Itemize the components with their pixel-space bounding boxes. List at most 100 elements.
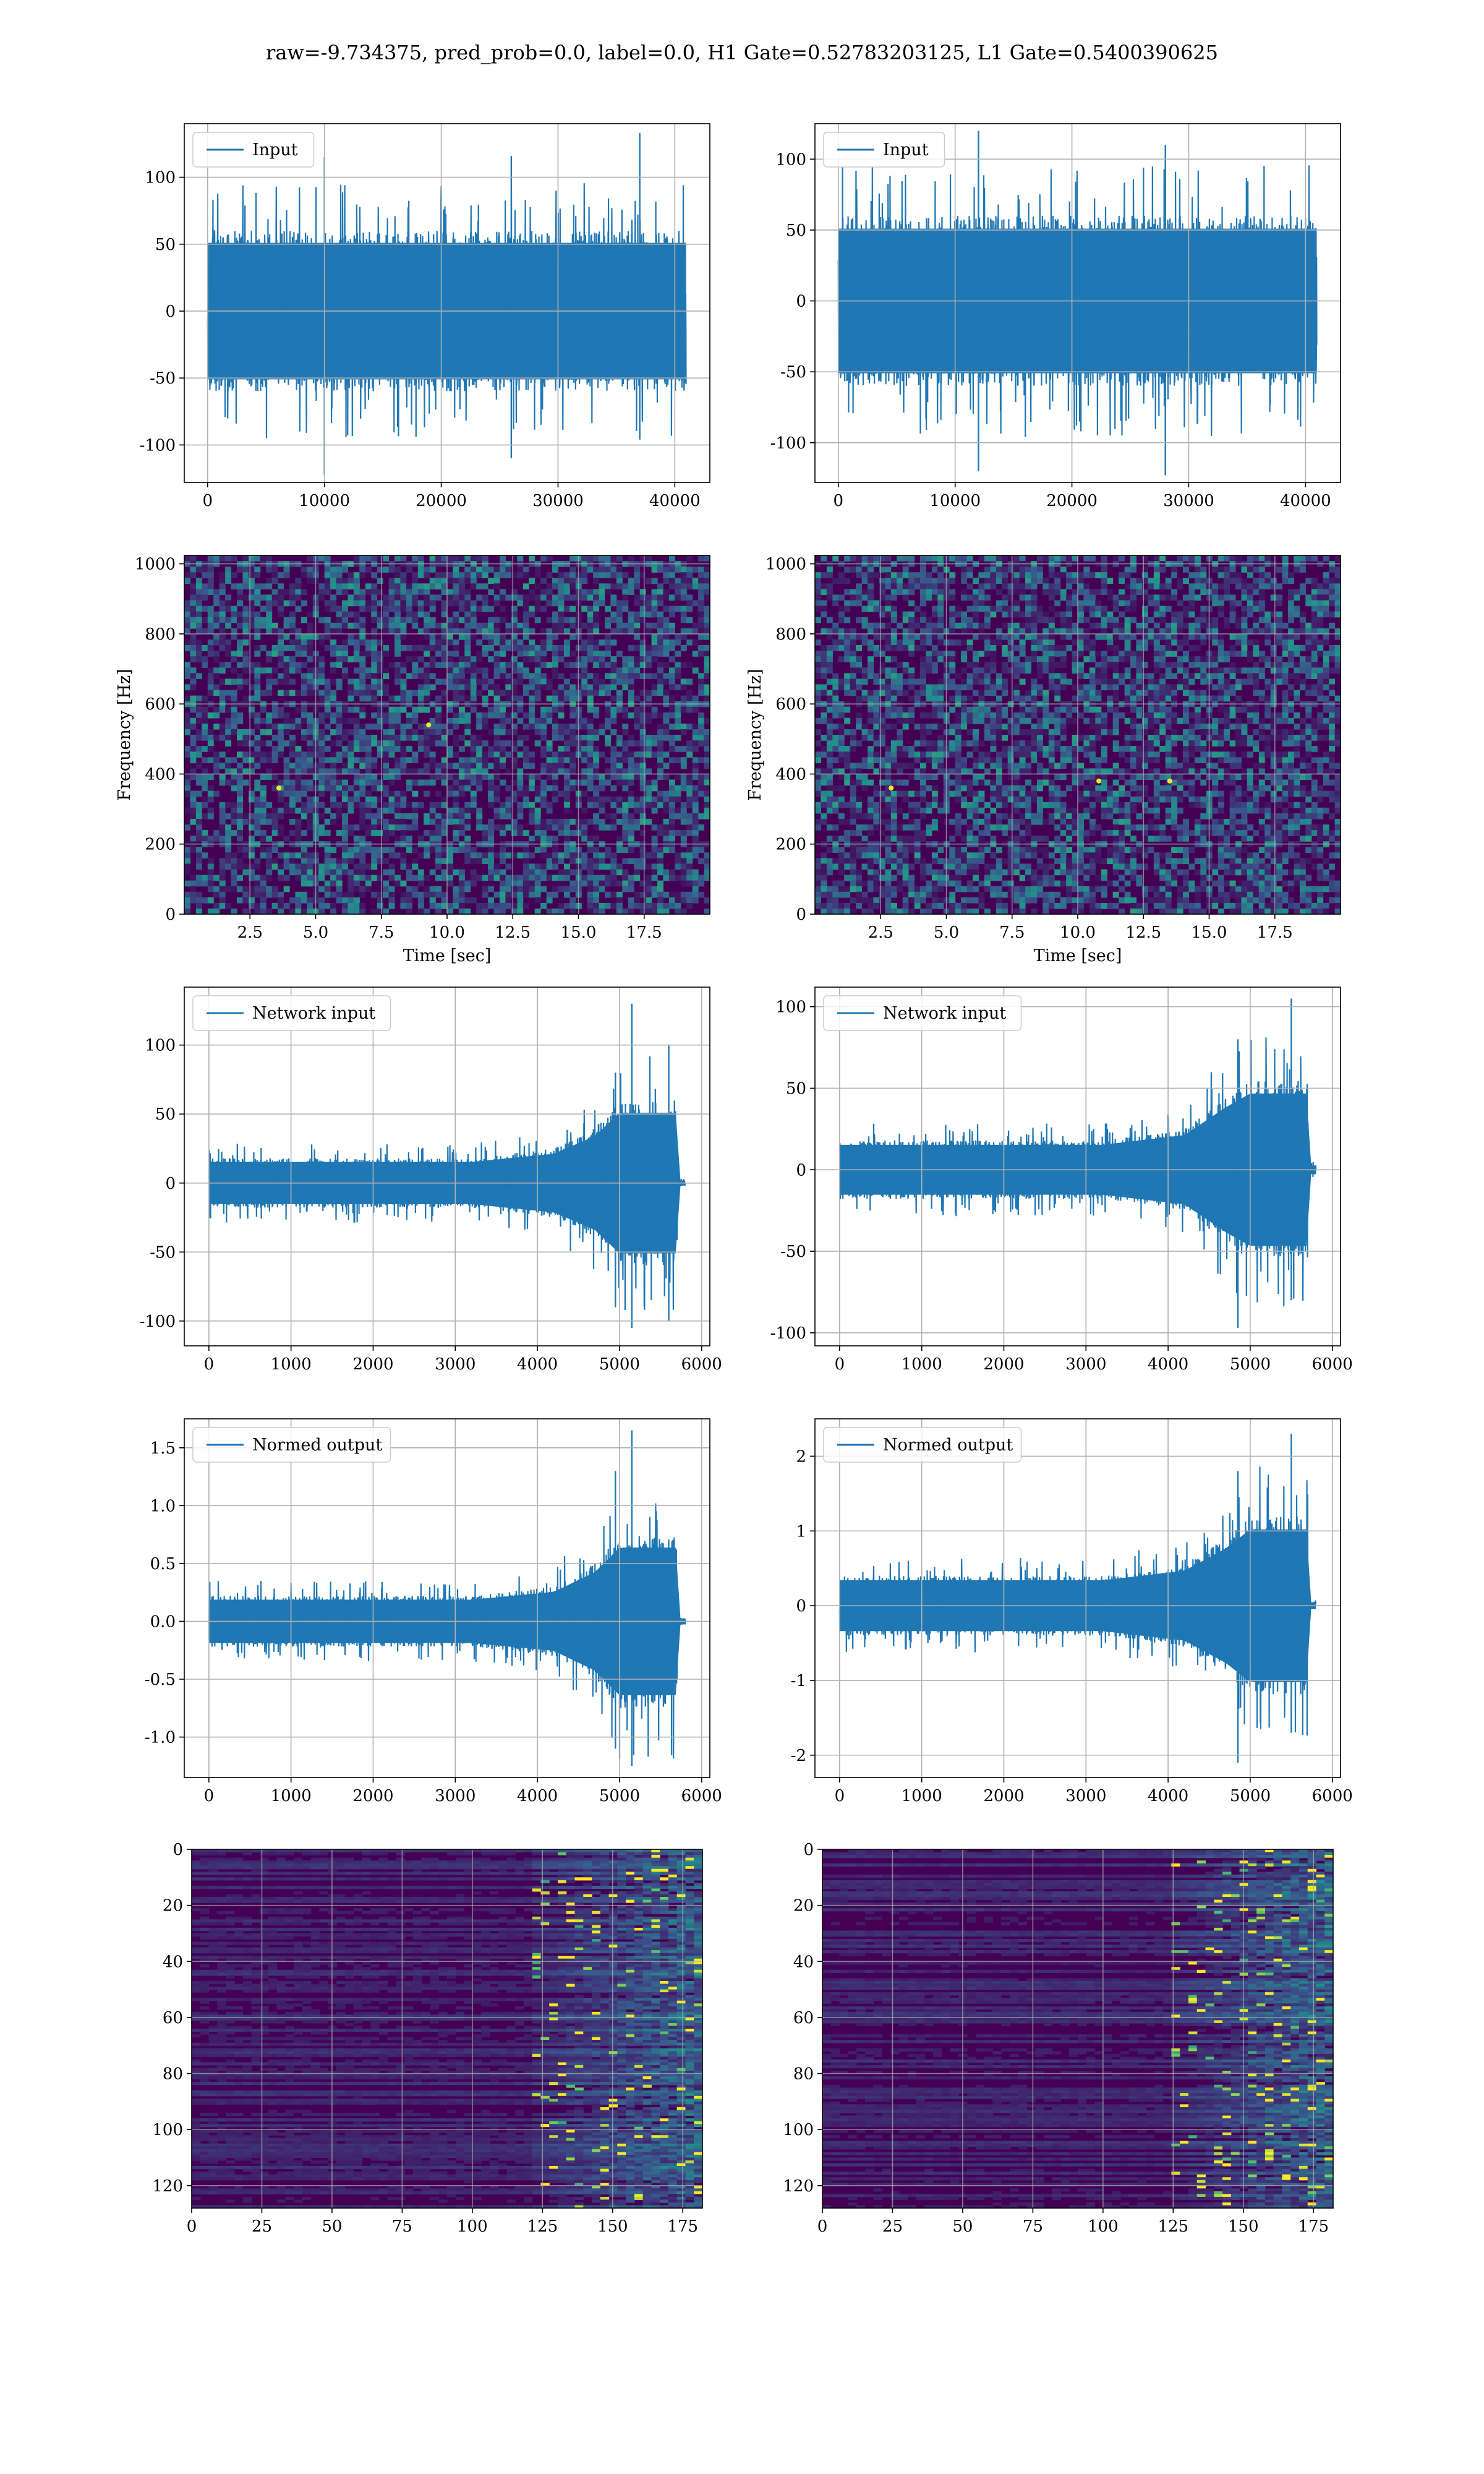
y-tick-label: 800 — [145, 625, 176, 644]
y-tick-label: 20 — [163, 1897, 183, 1915]
heatmap-peak-2 — [889, 785, 894, 791]
y-tick-label: 200 — [775, 836, 806, 854]
x-tick-label: 4000 — [517, 1355, 558, 1374]
x-tick-label: 100 — [457, 2217, 488, 2236]
y-tick-label: 0 — [173, 1841, 183, 1859]
axes-frame — [184, 987, 710, 1346]
grid — [184, 124, 710, 482]
heatmap-cells — [192, 1849, 702, 2208]
legend-label: Input — [252, 140, 298, 160]
legend: Normed output — [823, 1427, 1022, 1463]
x-tick-label: 5.0 — [303, 923, 328, 942]
y-tick-label: 0.5 — [150, 1555, 176, 1573]
y-tick-label: 20 — [793, 1897, 814, 1915]
y-tick-label: 200 — [145, 836, 176, 854]
x-tick-label: 150 — [1228, 2217, 1259, 2236]
heatmap-peak-0 — [426, 722, 432, 728]
legend: Network input — [823, 995, 1022, 1031]
y-axis-label: Frequency [Hz] — [746, 669, 765, 800]
y-tick-label: 50 — [786, 1079, 806, 1098]
signal-trace — [837, 165, 1318, 437]
grid — [191, 1849, 702, 2208]
legend: Network input — [192, 995, 391, 1031]
normed-output-right: 0 1000 2000 3000 4000 5000 6000 -2 -1 0 1 2 Normed o… — [791, 1418, 1353, 1805]
x-tick-label: 50 — [322, 2217, 342, 2236]
x-tick-label: 4000 — [1148, 1355, 1188, 1374]
x-tick-label: 4000 — [1148, 1787, 1188, 1805]
x-tick-label: 1000 — [902, 1355, 942, 1374]
x-tick-label: 2000 — [983, 1787, 1024, 1805]
x-tick-label: 3000 — [1065, 1787, 1106, 1805]
y-tick-label: 120 — [783, 2177, 814, 2196]
legend-box — [823, 1427, 1022, 1463]
axes-frame — [822, 1849, 1334, 2209]
y-tick-label: -100 — [770, 1324, 806, 1343]
x-tick-label: 2.5 — [237, 923, 263, 942]
grid — [815, 987, 1341, 1346]
x-tick-label: 40000 — [1280, 492, 1331, 510]
y-tick-label: -100 — [140, 436, 176, 455]
signal-trace — [207, 183, 687, 439]
x-tick-label: 2.5 — [868, 923, 893, 942]
y-tick-label: 100 — [775, 998, 806, 1017]
x-tick-label: 6000 — [681, 1355, 722, 1374]
y-tick-label: 0 — [165, 905, 176, 924]
y-tick-label: 400 — [145, 765, 176, 784]
y-tick-label: 100 — [145, 169, 176, 187]
y-tick-label: 2 — [796, 1447, 806, 1466]
legend-box — [192, 1427, 391, 1463]
x-tick-label: 20000 — [1046, 492, 1098, 510]
y-tick-label: 0 — [796, 1161, 806, 1179]
axes-frame — [814, 1418, 1341, 1778]
y-tick-label: 40 — [163, 1953, 183, 1971]
y-tick-label: 400 — [775, 765, 806, 784]
y-tick-label: 80 — [793, 2065, 814, 2084]
grid — [184, 1419, 710, 1778]
y-tick-label: 40 — [793, 1953, 814, 1971]
y-tick-label: 60 — [163, 2009, 183, 2027]
x-tick-label: 10.0 — [1060, 923, 1096, 942]
legend-label: Network input — [883, 1004, 1006, 1023]
x-tick-label: 17.5 — [626, 923, 662, 942]
legend: Input — [823, 132, 945, 168]
y-tick-label: -1 — [791, 1672, 806, 1690]
legend-box — [823, 995, 1022, 1031]
x-tick-label: 3000 — [1065, 1355, 1106, 1374]
x-tick-label: 40000 — [649, 492, 701, 510]
legend-label: Normed output — [252, 1436, 382, 1455]
y-tick-label: 120 — [152, 2177, 183, 2196]
figure-title: raw=-9.734375, pred_prob=0.0, label=0.0,… — [266, 41, 1218, 64]
y-tick-label: 600 — [145, 695, 176, 714]
heatmap-cells — [822, 1849, 1333, 2208]
x-tick-label: 25 — [882, 2217, 903, 2236]
grid — [184, 987, 710, 1346]
x-tick-label: 0 — [204, 1787, 215, 1805]
y-tick-label: 1.0 — [150, 1497, 176, 1515]
axes-frame — [184, 1418, 710, 1778]
axes-frame — [184, 555, 710, 915]
axes-frame — [191, 1849, 703, 2209]
x-tick-label: 10000 — [299, 492, 350, 510]
axes-frame — [814, 123, 1341, 483]
axes-frame — [184, 123, 710, 483]
legend: Normed output — [192, 1427, 391, 1463]
x-tick-label: 0 — [834, 492, 844, 510]
x-tick-label: 0 — [817, 2217, 828, 2236]
normed-output-left: 0 1000 2000 3000 4000 5000 6000 -1.0 -0.5 0.0 0.5 1… — [145, 1418, 722, 1805]
x-tick-label: 100 — [1088, 2217, 1119, 2236]
x-tick-label: 30000 — [1163, 492, 1214, 510]
y-axis-label: Frequency [Hz] — [115, 669, 134, 800]
x-tick-label: 2000 — [352, 1355, 393, 1374]
input-left: 0 10000 20000 30000 40000 -100 -50 0 50 100 Input — [140, 123, 710, 510]
signal-trace — [838, 1037, 1317, 1307]
x-tick-label: 2000 — [983, 1355, 1024, 1374]
x-tick-label: 1000 — [902, 1787, 942, 1805]
x-tick-label: 5.0 — [934, 923, 959, 942]
x-axis-label: Time [sec] — [1034, 946, 1122, 965]
x-tick-label: 5000 — [599, 1787, 640, 1805]
x-tick-label: 75 — [1023, 2217, 1043, 2236]
x-tick-label: 5000 — [599, 1355, 640, 1374]
y-tick-label: 0 — [165, 1175, 176, 1193]
y-tick-label: -2 — [791, 1747, 806, 1765]
x-tick-label: 15.0 — [1192, 923, 1227, 942]
